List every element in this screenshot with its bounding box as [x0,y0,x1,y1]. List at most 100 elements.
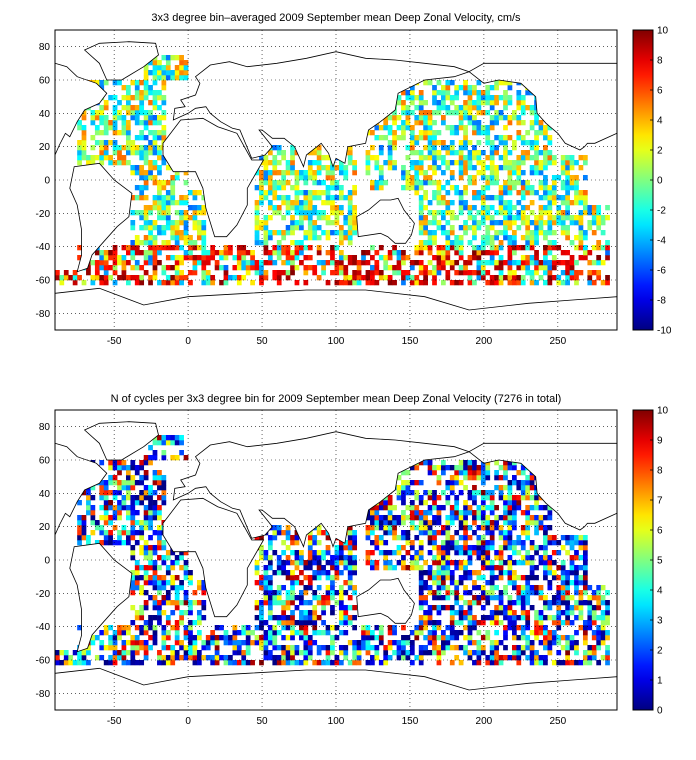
bin-cell [343,630,349,636]
bin-cell [152,150,158,156]
bin-cell [290,560,295,566]
bin-cell [170,625,176,631]
bin-cell [556,615,562,621]
bin-cell [134,110,140,116]
bin-cell [90,530,96,536]
bin-cell [139,215,145,221]
bin-cell [476,105,482,111]
bin-cell [463,525,468,531]
bin-cell [161,185,167,191]
bin-cell [103,125,109,131]
bin-cell [543,185,548,191]
bin-cell [201,270,207,276]
bin-cell [245,625,251,631]
bin-cell [130,145,136,151]
bin-cell [183,230,189,236]
bin-cell [436,265,442,271]
bin-cell [427,200,433,206]
bin-cell [108,465,113,471]
bin-cell [161,135,167,141]
bin-cell [174,260,180,266]
bin-cell [432,640,437,646]
bin-cell [494,655,499,661]
bin-cell [454,105,460,111]
bin-cell [449,590,455,596]
bin-cell [352,170,358,176]
bin-cell [174,225,180,231]
bin-cell [347,160,353,166]
bin-cell [276,595,282,601]
bin-cell [591,645,597,651]
bin-cell [303,200,309,206]
bin-cell [427,650,433,656]
bin-cell [148,220,153,226]
bin-cell [480,575,486,581]
bin-cell [543,250,548,256]
bin-cell [480,615,486,621]
bin-cell [463,535,468,541]
bin-cell [427,235,433,241]
bin-cell [472,150,477,156]
bin-cell [507,100,513,106]
bin-cell [489,610,495,616]
bin-cell [338,605,344,611]
bin-cell [99,105,105,111]
bin-cell [174,560,180,566]
bin-cell [551,640,557,646]
bin-cell [174,175,180,181]
bin-cell [569,610,575,616]
bin-cell [170,580,176,586]
bin-cell [90,505,96,511]
bin-cell [569,620,575,626]
bin-cell [525,615,531,621]
bin-cell [574,565,579,571]
bin-cell [250,265,255,271]
bin-cell [547,585,553,591]
bin-cell [414,105,420,111]
bin-cell [143,170,149,176]
bin-cell [143,250,149,256]
bin-cell [538,560,544,566]
bin-cell [130,590,136,596]
bin-cell [547,200,553,206]
bin-cell [498,545,504,551]
bin-cell [338,590,344,596]
bin-cell [396,475,402,481]
bin-cell [174,585,180,591]
bin-cell [551,615,557,621]
bin-cell [152,505,158,511]
bin-cell [139,135,145,141]
bin-cell [334,180,340,186]
bin-cell [458,270,464,276]
bin-cell [463,260,468,266]
bin-cell [86,500,91,506]
bin-cell [285,615,291,621]
bin-cell [210,635,216,641]
bin-cell [582,205,588,211]
bin-cell [276,590,282,596]
bin-cell [432,280,437,286]
bin-cell [436,530,442,536]
bin-cell [134,640,140,646]
bin-cell [267,185,273,191]
bin-cell [139,615,145,621]
bin-cell [436,510,442,516]
bin-cell [272,190,278,196]
bin-cell [516,120,522,126]
bin-cell [476,220,482,226]
bin-cell [245,660,251,666]
bin-cell [520,540,526,546]
bin-cell [117,505,122,511]
bin-cell [165,190,171,196]
bin-cell [307,635,313,641]
bin-cell [259,600,264,606]
bin-cell [543,230,548,236]
bin-cell [259,545,264,551]
bin-cell [489,245,495,251]
bin-cell [272,170,278,176]
bin-cell [94,125,100,131]
bin-cell [276,585,282,591]
bin-cell [334,195,340,201]
bin-cell [259,190,264,196]
bin-cell [516,165,522,171]
